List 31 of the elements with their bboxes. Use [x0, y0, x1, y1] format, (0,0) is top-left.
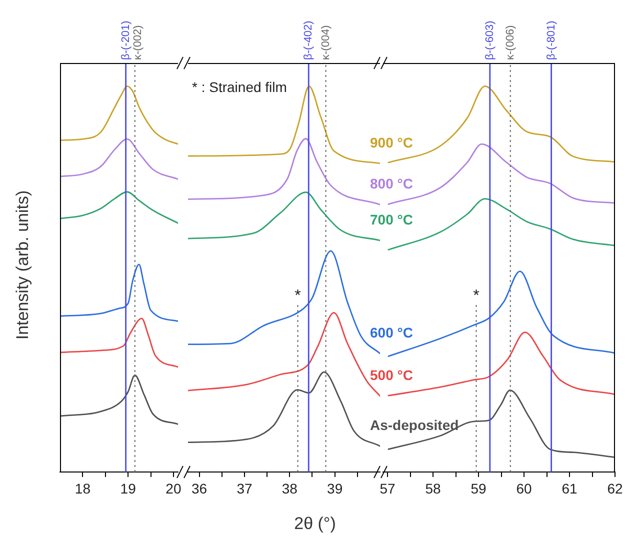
ref-line-label: κ-(004): [320, 25, 332, 60]
x-tick-label: 62: [607, 480, 623, 496]
x-tick-label: 61: [562, 480, 578, 496]
annotation: *: [473, 288, 480, 305]
series-label: 500 °C: [370, 366, 413, 383]
ref-line-label: κ-(006): [504, 25, 516, 60]
series-label: 800 °C: [370, 176, 413, 192]
ref-line-label: κ-(002): [132, 25, 144, 60]
annotation: *: [294, 288, 301, 305]
x-tick-label: 18: [74, 480, 91, 496]
annotation: * : Strained film: [192, 78, 287, 95]
x-tick-label: 38: [282, 480, 298, 496]
series-label: 700 °C: [370, 211, 413, 228]
x-tick-label: 57: [380, 480, 396, 496]
x-tick-label: 58: [425, 480, 442, 496]
x-tick-label: 37: [236, 480, 252, 496]
ref-line-label: β-(-801): [545, 20, 558, 60]
ref-line-label: β-(-603): [484, 20, 496, 60]
y-axis-title: Intensity (arb. units): [13, 189, 33, 342]
ref-line-label: β-(-201): [120, 20, 132, 60]
series-label: As-deposited: [370, 417, 459, 434]
x-tick-label: 19: [120, 480, 136, 496]
x-tick-label: 59: [470, 480, 487, 496]
x-tick-label: 36: [192, 480, 208, 496]
x-tick-label: 20: [166, 480, 182, 496]
x-tick-label: 60: [516, 480, 532, 496]
x-tick-label: 39: [327, 480, 343, 496]
series-label: 600 °C: [370, 324, 413, 341]
ref-line-label: β-(-402): [302, 20, 315, 60]
x-axis-title: 2θ (°): [293, 513, 337, 535]
series-label: 900 °C: [370, 134, 413, 150]
